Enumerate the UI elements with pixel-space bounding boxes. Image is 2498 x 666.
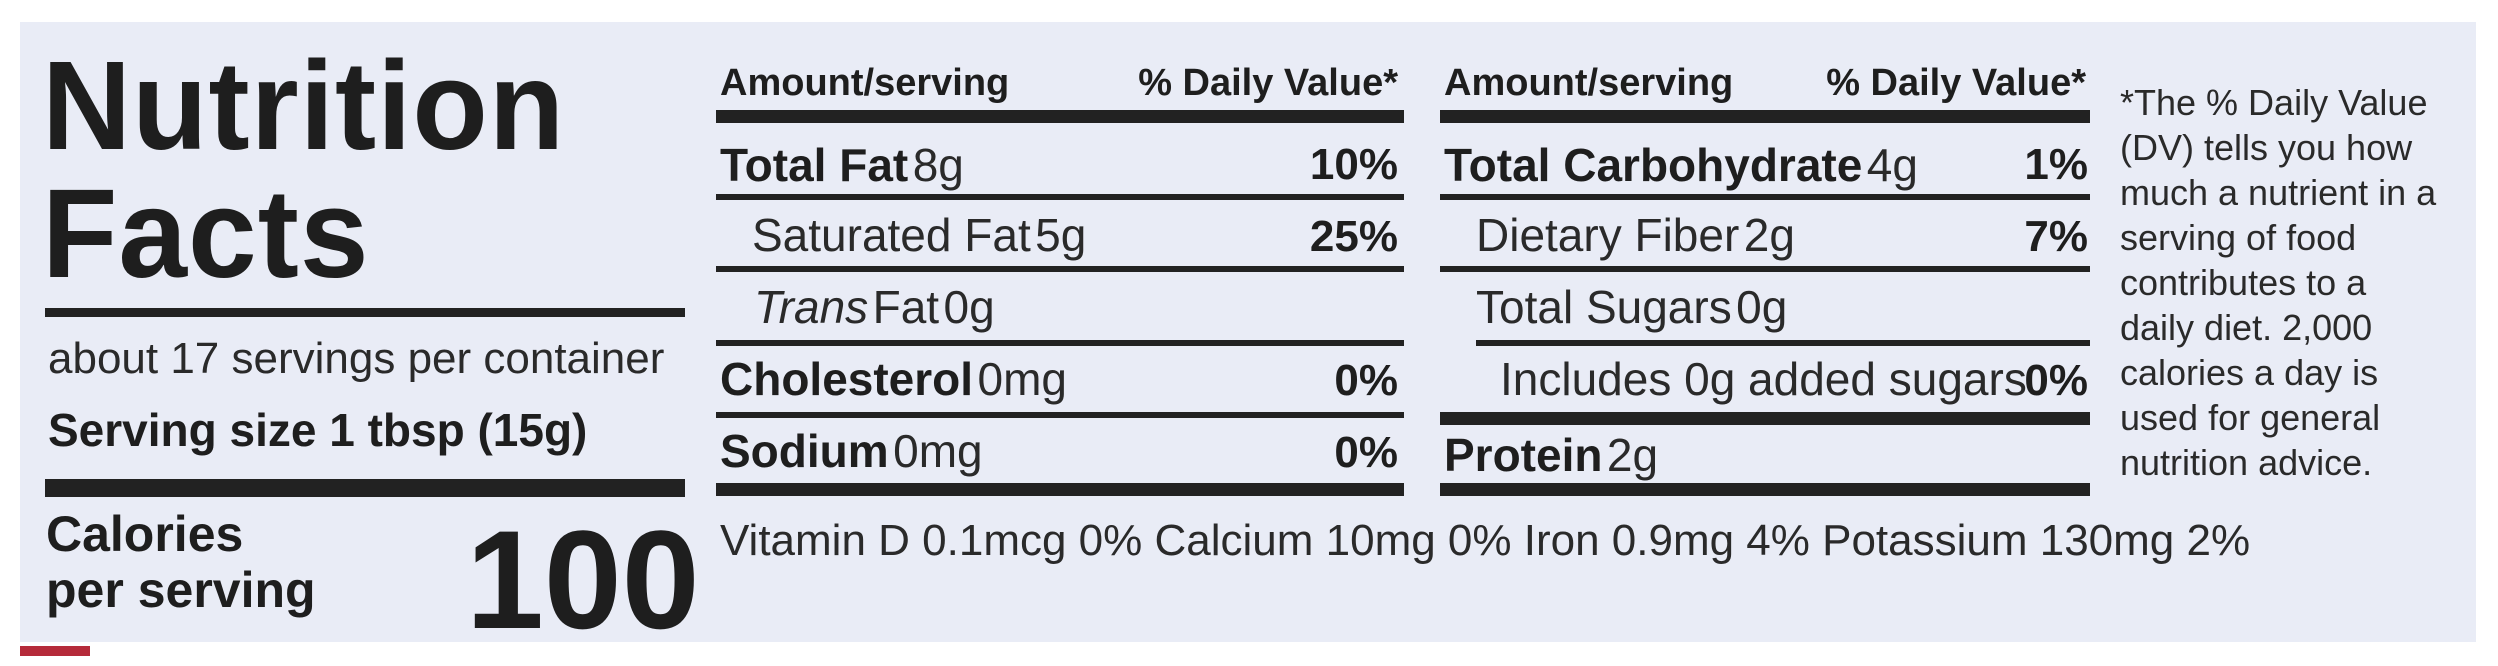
total-fat-dv: 10% [1309, 140, 1398, 189]
trans-fat-amount: 0g [943, 281, 995, 333]
serving-size: Serving size 1 tbsp (15g) [48, 404, 588, 456]
dietary-fiber-name: Dietary Fiber [1476, 209, 1740, 261]
total-sugars-name: Total Sugars [1476, 281, 1732, 333]
sodium-dv: 0% [1334, 428, 1398, 477]
calories-per-serving-label: per serving [46, 562, 316, 618]
row-divider [716, 412, 1404, 418]
total-sugars-amount: 0g [1736, 281, 1788, 333]
row-total-fat: Total Fat 8g [720, 138, 964, 192]
sodium-amount: 0mg [893, 425, 983, 477]
row-trans-fat: Trans Fat 0g [754, 280, 995, 334]
added-sugars-name: Includes 0g added sugars [1500, 353, 2027, 405]
daily-value-footnote: *The % Daily Value (DV) tells you how mu… [2120, 82, 2437, 483]
left-header-bar [716, 110, 1404, 123]
left-header-dv: % Daily Value* [1138, 62, 1398, 104]
divider-thick [45, 308, 685, 317]
cholesterol-name: Cholesterol [720, 353, 974, 405]
row-protein: Protein 2g [1444, 428, 1658, 482]
right-header-amount: Amount/serving [1444, 62, 1734, 104]
sodium-name: Sodium [720, 425, 889, 477]
dietary-fiber-dv: 7% [2024, 212, 2088, 261]
total-carb-amount: 4g [1866, 139, 1918, 191]
calories-value: 100 [466, 501, 700, 658]
micronutrients: Vitamin D 0.1mcg 0% Calcium 10mg 0% Iron… [720, 516, 2251, 565]
added-sugars-dv: 0% [2024, 356, 2088, 405]
servings-per-container: about 17 servings per container [48, 334, 665, 383]
right-header-dv: % Daily Value* [1826, 62, 2086, 104]
row-divider [716, 194, 1404, 200]
total-carb-dv: 1% [2024, 140, 2088, 189]
left-header-amount: Amount/serving [720, 62, 1010, 104]
cholesterol-amount: 0mg [977, 353, 1067, 405]
row-total-carbohydrate: Total Carbohydrate 4g [1444, 138, 1918, 192]
row-sodium: Sodium 0mg [720, 424, 983, 478]
red-edge-mark [20, 646, 90, 656]
total-fat-amount: 8g [912, 139, 964, 191]
dietary-fiber-amount: 2g [1743, 209, 1795, 261]
row-divider [1476, 340, 2090, 346]
trans-fat-suffix: Fat [872, 281, 940, 333]
total-carb-name: Total Carbohydrate [1444, 139, 1863, 191]
row-saturated-fat: Saturated Fat 5g [752, 208, 1086, 262]
row-divider [716, 266, 1404, 272]
saturated-fat-amount: 5g [1035, 209, 1087, 261]
left-bottom-bar [716, 483, 1404, 496]
nutrition-label [20, 22, 2476, 642]
saturated-fat-name: Saturated Fat [752, 209, 1031, 261]
protein-name: Protein [1444, 429, 1603, 481]
cholesterol-dv: 0% [1334, 356, 1398, 405]
calories-label: Calories [46, 506, 244, 562]
trans-fat-name: Trans [754, 281, 869, 333]
title-nutrition: Nutrition [42, 35, 566, 176]
row-cholesterol: Cholesterol 0mg [720, 352, 1067, 406]
row-divider [1440, 266, 2090, 272]
right-bottom-bar [1440, 483, 2090, 496]
row-divider [716, 340, 1404, 346]
row-dietary-fiber: Dietary Fiber 2g [1476, 208, 1795, 262]
package-edge [0, 646, 2498, 666]
right-header-bar [1440, 110, 2090, 123]
saturated-fat-dv: 25% [1309, 212, 1398, 261]
row-divider-thick [1440, 412, 2090, 425]
row-divider [1440, 194, 2090, 200]
title-facts: Facts [42, 163, 370, 304]
divider-heavy [45, 479, 685, 497]
row-total-sugars: Total Sugars 0g [1476, 280, 1787, 334]
protein-amount: 2g [1606, 429, 1659, 481]
total-fat-name: Total Fat [720, 139, 909, 191]
